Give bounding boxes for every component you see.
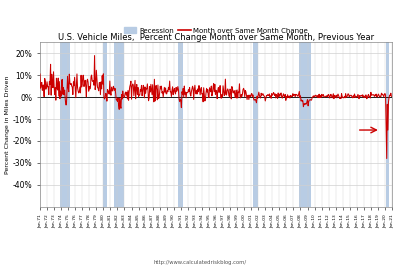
Y-axis label: Percent Change in Miles Driven: Percent Change in Miles Driven bbox=[5, 75, 10, 174]
Legend: Recession, Month over Same Month Change: Recession, Month over Same Month Change bbox=[121, 25, 311, 36]
Bar bbox=[178, 42, 183, 207]
Bar bbox=[114, 42, 124, 207]
Bar bbox=[60, 42, 70, 207]
Bar bbox=[253, 42, 258, 207]
Bar bbox=[386, 42, 389, 207]
Text: http://www.calculatedriskblog.com/: http://www.calculatedriskblog.com/ bbox=[154, 260, 246, 265]
Title: U.S. Vehicle Miles,  Percent Change Month over Same Month, Previous Year: U.S. Vehicle Miles, Percent Change Month… bbox=[58, 33, 374, 42]
Bar bbox=[31, 42, 40, 207]
Bar bbox=[299, 42, 311, 207]
Bar bbox=[103, 42, 108, 207]
